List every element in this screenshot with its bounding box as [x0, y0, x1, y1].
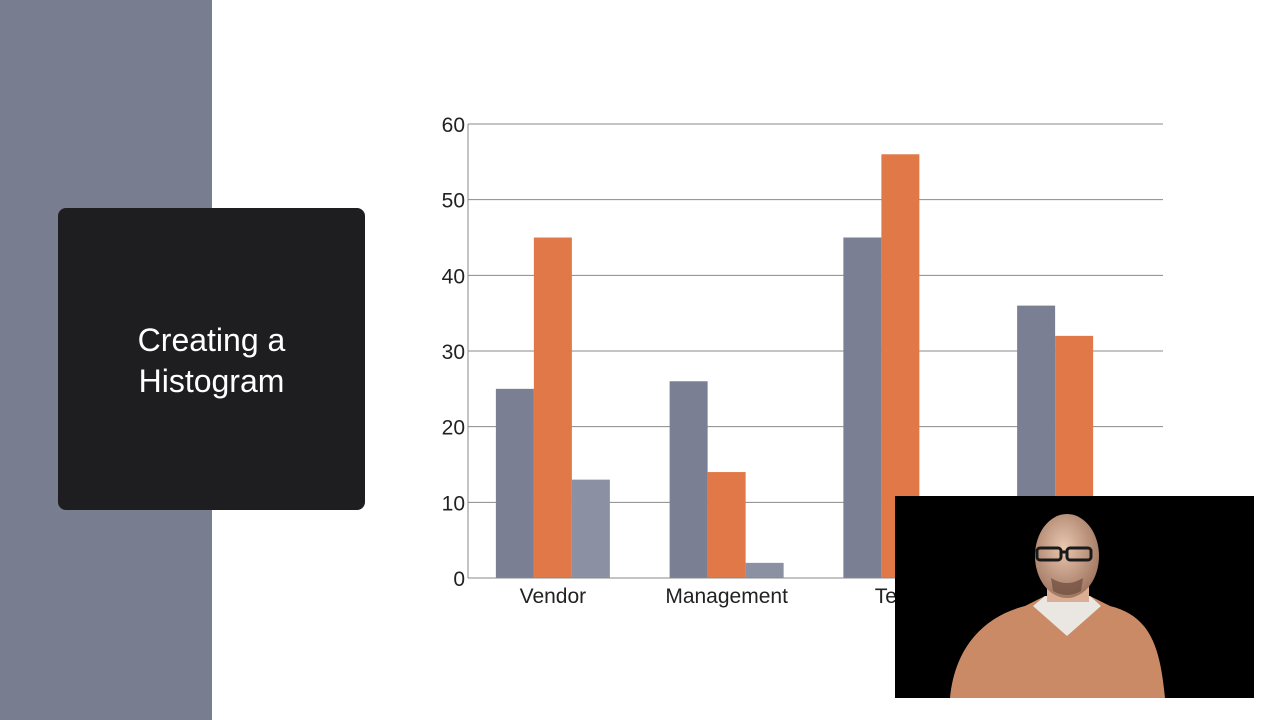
x-category-label: Vendor	[520, 585, 587, 608]
bar-vendor-series-2	[533, 237, 572, 578]
y-tick-label: 10	[442, 492, 465, 515]
y-tick-label: 40	[442, 265, 465, 288]
y-tick-label: 20	[442, 417, 465, 440]
chart-bars	[495, 154, 1094, 578]
slide-title-line-2: Histogram	[138, 363, 285, 399]
bar-management-series-3	[745, 562, 784, 578]
bar-team-series-1	[843, 237, 882, 578]
bar-vendor-series-3	[571, 479, 610, 578]
y-tick-label: 0	[453, 568, 465, 591]
y-tick-label: 50	[442, 190, 465, 213]
y-tick-label: 60	[442, 114, 465, 137]
bar-vendor-series-1	[495, 388, 534, 578]
bar-management-series-2	[707, 472, 746, 578]
x-category-label: Management	[665, 585, 788, 608]
y-tick-label: 30	[442, 341, 465, 364]
slide-title-line-1: Creating a	[137, 322, 286, 358]
title-card: Creating a Histogram	[58, 208, 365, 510]
presenter-webcam-overlay	[895, 496, 1254, 698]
slide-title: Creating a Histogram	[92, 320, 332, 402]
presenter-video-icon	[895, 496, 1254, 698]
bar-management-series-1	[669, 381, 708, 578]
